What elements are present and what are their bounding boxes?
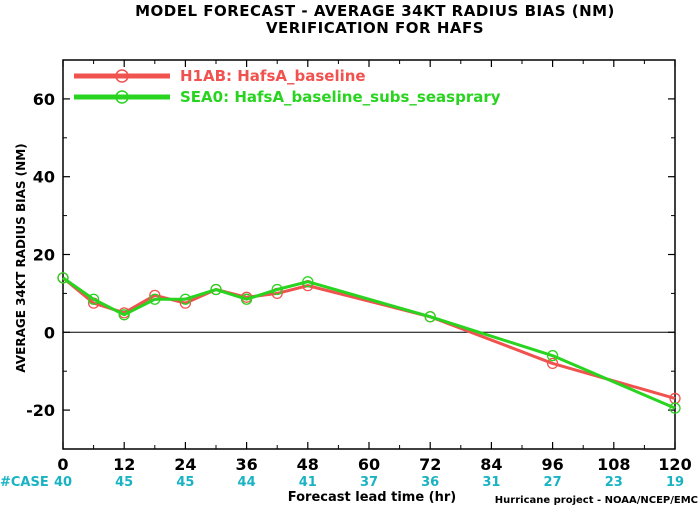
series-line-2 xyxy=(62,276,676,410)
x-tick-label: 36 xyxy=(235,455,257,474)
series-2-point xyxy=(546,349,559,362)
case-count-value: 37 xyxy=(360,475,378,490)
case-count-value: 31 xyxy=(482,475,500,490)
series-2-point xyxy=(302,276,314,288)
case-count-value: 23 xyxy=(605,475,623,490)
series-2-point xyxy=(118,309,130,321)
x-tick-label: 12 xyxy=(113,455,135,474)
case-count-value: 41 xyxy=(299,475,317,490)
series-2-point xyxy=(271,283,283,296)
series-2-point xyxy=(57,272,69,284)
y-axis-label: AVERAGE 34KT RADIUS BIAS (NM) xyxy=(14,143,28,372)
x-tick-label: 72 xyxy=(419,455,441,474)
series-1-point xyxy=(546,357,559,370)
legend-label: SEA0: HafsA_baseline_subs_seasprary xyxy=(180,88,501,106)
case-count-label: #CASE xyxy=(0,475,49,490)
x-axis-ticks: 0 12 24 36 48 60 72 84 96 108 120 xyxy=(57,60,692,474)
x-tick-label: 24 xyxy=(174,455,196,474)
chart-subtitle: VERIFICATION FOR HAFS xyxy=(266,19,484,37)
legend: H1AB: HafsA_baseline SEA0: HafsA_baseline… xyxy=(74,67,501,106)
series-line-1 xyxy=(62,276,676,400)
series-2-point xyxy=(240,293,253,305)
series-2-point xyxy=(87,293,100,305)
x-axis-label: Forecast lead time (hr) xyxy=(288,490,456,505)
legend-marker xyxy=(115,69,129,83)
case-count-value: 45 xyxy=(176,475,194,490)
series-layer xyxy=(57,272,681,414)
case-count-value: 44 xyxy=(238,475,256,490)
legend-marker xyxy=(115,90,129,104)
series-2-point xyxy=(424,311,436,323)
legend-label: H1AB: HafsA_baseline xyxy=(180,67,366,85)
case-count-value: 36 xyxy=(421,475,439,490)
series-2-point xyxy=(210,283,222,296)
chart-title: MODEL FORECAST - AVERAGE 34KT RADIUS BIA… xyxy=(135,2,615,20)
y-tick-label: 0 xyxy=(44,323,55,342)
x-tick-label: 60 xyxy=(358,455,380,474)
case-count-row: 40 45 45 44 41 37 36 31 27 23 19 xyxy=(54,475,684,490)
x-tick-label: 96 xyxy=(541,455,563,474)
y-axis-ticks: -20 0 20 40 60 xyxy=(26,59,675,450)
x-tick-label: 84 xyxy=(480,455,502,474)
y-tick-label: 20 xyxy=(33,246,55,265)
y-tick-label: 60 xyxy=(33,90,55,109)
y-tick-label: -20 xyxy=(26,401,55,420)
x-tick-label: 120 xyxy=(658,455,691,474)
credit-text: Hurricane project - NOAA/NCEP/EMC xyxy=(495,495,698,506)
series-2-point xyxy=(179,293,192,305)
case-count-value: 27 xyxy=(544,475,562,490)
case-count-value: 45 xyxy=(115,475,133,490)
series-2-point xyxy=(669,402,681,414)
case-count-value: 40 xyxy=(54,475,72,490)
x-tick-label: 108 xyxy=(597,455,630,474)
case-count-value: 19 xyxy=(666,475,684,490)
y-tick-label: 40 xyxy=(33,168,55,187)
series-2-point xyxy=(149,293,161,305)
x-tick-label: 0 xyxy=(57,455,68,474)
x-tick-label: 48 xyxy=(297,455,319,474)
plot-area-frame xyxy=(62,59,676,450)
